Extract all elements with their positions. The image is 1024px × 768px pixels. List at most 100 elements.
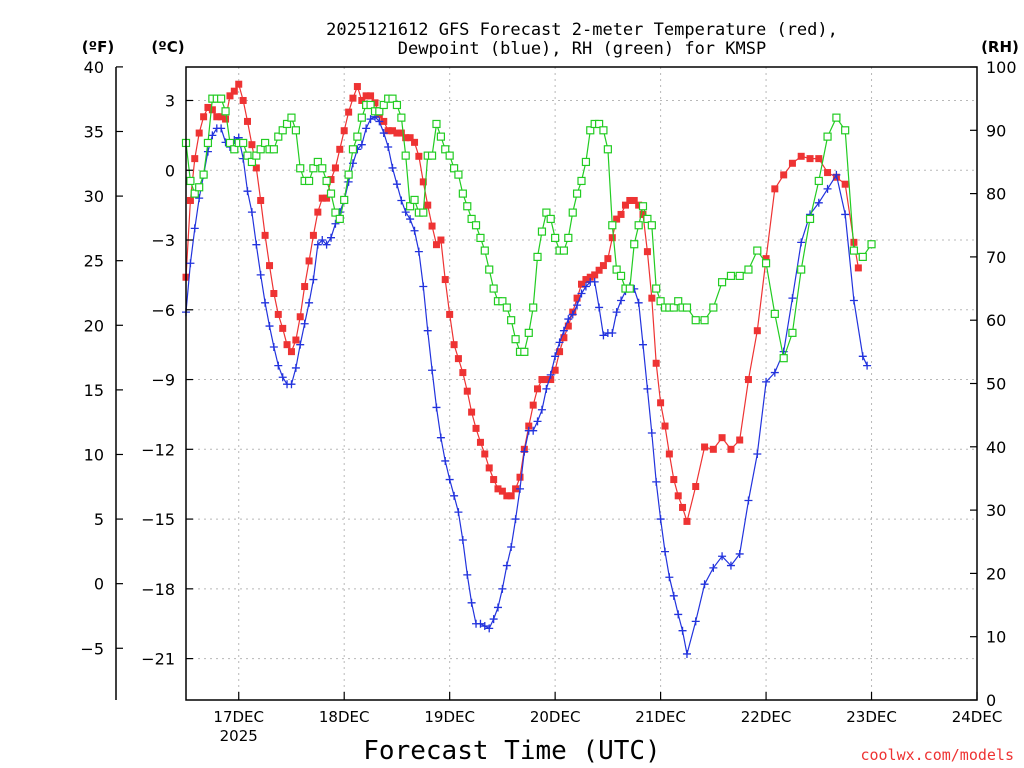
- data-point: [564, 322, 572, 330]
- data-point: [682, 649, 691, 658]
- data-point: [634, 298, 643, 307]
- data-point: [468, 408, 476, 416]
- data-point: [432, 241, 440, 249]
- data-point: [568, 310, 577, 319]
- x-tick-sublabel: 2025: [220, 727, 258, 745]
- data-point: [336, 145, 344, 153]
- data-point: [401, 208, 410, 217]
- data-point: [525, 422, 533, 430]
- data-point: [788, 328, 797, 337]
- data-point: [617, 296, 626, 305]
- data-point: [471, 221, 481, 230]
- data-point: [415, 152, 423, 160]
- data-point: [863, 361, 872, 370]
- data-point: [397, 113, 406, 122]
- data-point: [362, 124, 371, 133]
- data-point: [401, 151, 410, 160]
- credit-link[interactable]: coolwx.com/models: [860, 746, 1014, 764]
- data-point: [534, 385, 542, 393]
- data-point: [467, 214, 476, 224]
- data-point: [652, 284, 661, 293]
- data-point: [199, 170, 208, 179]
- data-point: [247, 157, 257, 167]
- data-point: [858, 252, 867, 261]
- data-point: [436, 433, 445, 442]
- data-point: [753, 449, 762, 458]
- data-point: [849, 296, 858, 305]
- series-layer: [181, 80, 876, 658]
- data-point: [261, 298, 270, 307]
- data-point: [309, 164, 318, 173]
- data-point: [296, 340, 305, 349]
- data-point: [744, 496, 753, 505]
- data-point: [502, 303, 511, 312]
- data-point: [709, 563, 718, 572]
- data-point: [384, 127, 392, 135]
- data-point: [643, 214, 652, 224]
- data-point: [480, 622, 489, 631]
- data-point: [318, 164, 327, 173]
- data-point: [256, 270, 265, 279]
- data-point: [669, 591, 678, 600]
- data-point: [560, 334, 568, 342]
- data-point: [568, 208, 577, 217]
- data-point: [367, 92, 375, 100]
- data-point: [348, 145, 358, 154]
- data-point: [683, 517, 691, 525]
- celsius-tick-label: −9: [151, 371, 175, 390]
- data-point: [282, 119, 292, 129]
- series-square: [182, 80, 862, 525]
- data-point: [595, 266, 603, 274]
- data-point: [502, 561, 511, 570]
- data-point: [309, 231, 317, 239]
- data-point: [507, 542, 516, 551]
- rh-tick-label: 30: [986, 501, 1006, 520]
- data-point: [450, 491, 459, 500]
- data-point: [823, 132, 832, 141]
- data-point: [309, 275, 318, 284]
- data-point: [581, 282, 590, 291]
- data-point: [692, 483, 700, 491]
- data-point: [533, 417, 542, 426]
- data-point: [463, 570, 472, 579]
- data-point: [770, 309, 779, 318]
- data-point: [406, 215, 415, 224]
- data-point: [625, 284, 634, 293]
- data-point: [590, 277, 599, 286]
- data-point: [261, 138, 270, 148]
- data-point: [849, 246, 859, 255]
- data-point: [538, 376, 546, 384]
- data-point: [248, 141, 256, 149]
- data-point: [476, 233, 485, 243]
- data-point: [305, 257, 313, 265]
- data-point: [489, 615, 498, 624]
- data-point: [516, 484, 525, 493]
- data-point: [335, 214, 344, 224]
- data-point: [283, 341, 291, 349]
- data-point: [578, 280, 585, 288]
- data-point: [753, 327, 761, 335]
- data-point: [331, 208, 340, 217]
- data-point: [621, 201, 629, 209]
- plot-frame: [185, 66, 978, 701]
- data-point: [832, 113, 841, 122]
- data-point: [340, 195, 349, 205]
- data-point: [674, 492, 682, 500]
- data-point: [327, 176, 335, 184]
- data-point: [643, 248, 651, 256]
- data-point: [371, 99, 379, 107]
- data-point: [551, 233, 560, 243]
- data-point: [674, 297, 683, 306]
- data-point: [195, 129, 203, 137]
- data-point: [287, 113, 296, 122]
- data-point: [195, 183, 204, 192]
- data-point: [432, 119, 441, 129]
- data-point: [274, 361, 283, 370]
- data-point: [797, 265, 806, 274]
- data-point: [753, 246, 762, 255]
- data-point: [313, 157, 322, 167]
- fahrenheit-tick-label: 0: [94, 575, 104, 594]
- data-point: [656, 515, 665, 524]
- fahrenheit-tick-label: 20: [84, 316, 104, 335]
- celsius-tick-label: −18: [141, 580, 175, 599]
